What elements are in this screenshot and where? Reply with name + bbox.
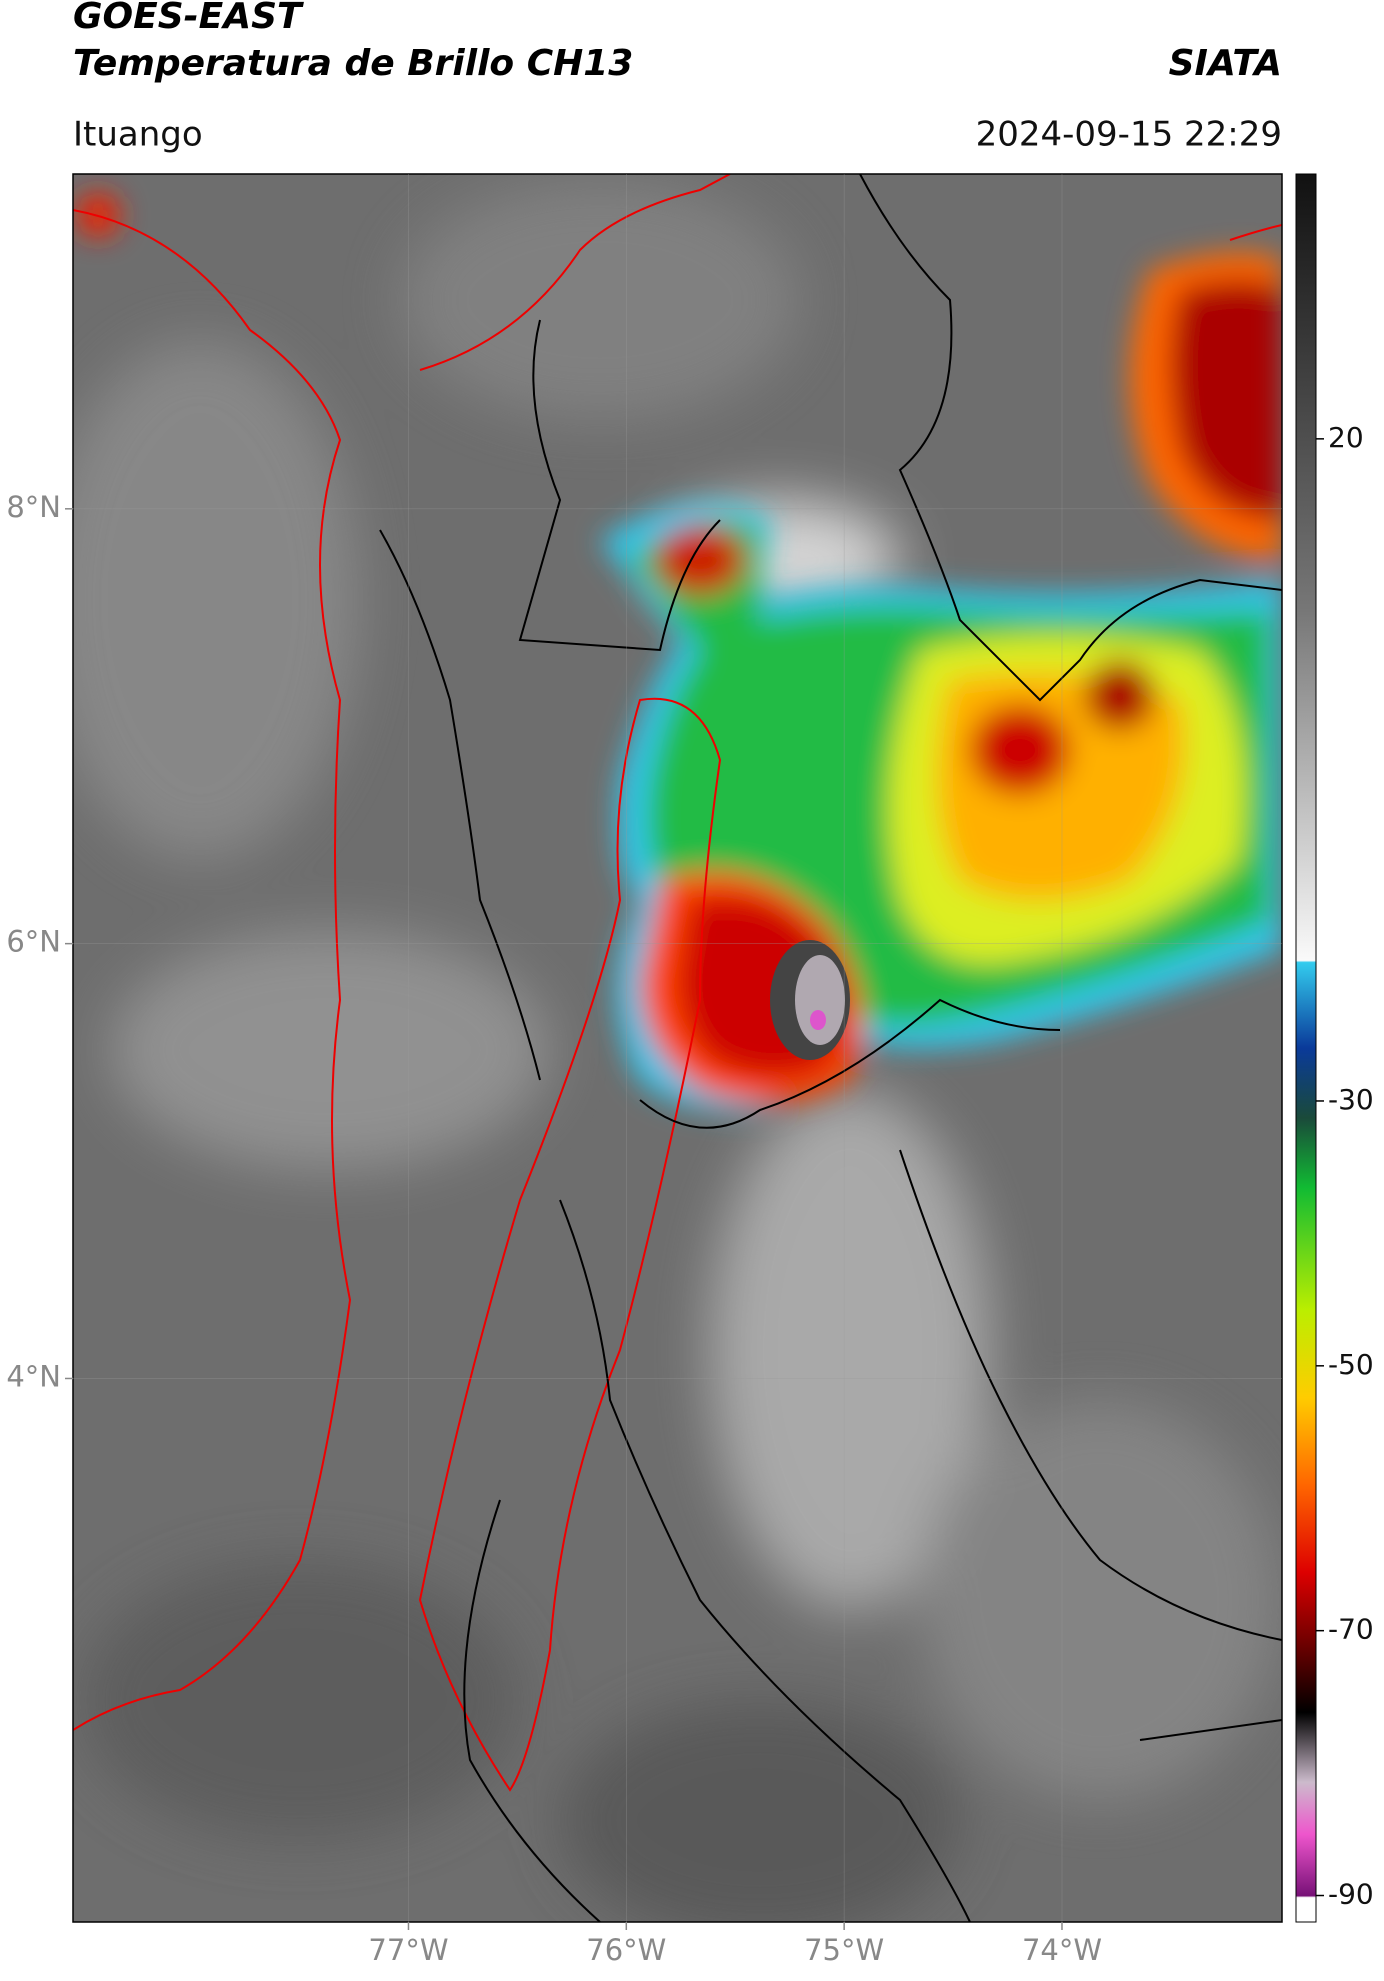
subtitle: Temperatura de Brillo CH13	[73, 43, 633, 84]
y-tick-label: 6°N	[6, 925, 61, 959]
location: Ituango	[73, 115, 203, 155]
colorbar-tick-label: -90	[1328, 1878, 1374, 1911]
source: SIATA	[1169, 43, 1282, 84]
colorbar-tick-label: -30	[1328, 1083, 1374, 1116]
colorbar-tick-label: -50	[1328, 1348, 1374, 1381]
x-tick-label: 74°W	[1022, 1933, 1102, 1967]
map-frame	[72, 173, 1283, 1923]
y-tick-label: 8°N	[6, 490, 61, 524]
satellite-image	[73, 174, 1282, 1922]
title: GOES-EAST	[73, 0, 304, 37]
colorbar-tick-label: 20	[1328, 421, 1364, 454]
colorbar	[1295, 173, 1317, 1923]
y-tick-label: 4°N	[6, 1359, 61, 1393]
x-tick-label: 75°W	[804, 1933, 884, 1967]
x-tick-label: 77°W	[368, 1933, 448, 1967]
colorbar-tick-label: -70	[1328, 1613, 1374, 1646]
datetime: 2024-09-15 22:29	[976, 115, 1282, 155]
x-tick-label: 76°W	[586, 1933, 666, 1967]
